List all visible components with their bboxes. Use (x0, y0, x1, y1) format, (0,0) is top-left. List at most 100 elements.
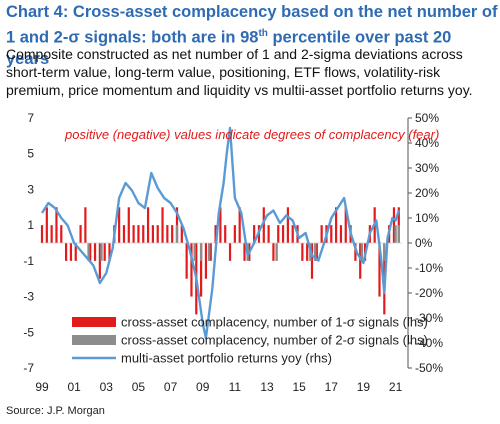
x-axis: 99 01 03 05 07 09 11 13 15 17 19 21 (35, 380, 402, 394)
sig1-bar (161, 207, 164, 243)
sig1-bar (228, 243, 232, 261)
sig1-bar (224, 225, 227, 243)
chart-subtitle: Composite constructed as net number of 1… (6, 46, 473, 98)
sig1-bar (209, 243, 212, 261)
sig1-bar (200, 243, 203, 297)
left-tick-label: 7 (27, 111, 34, 125)
sig2-bar (314, 243, 317, 261)
x-tick-label: 11 (229, 380, 242, 394)
x-tick-label: 21 (389, 380, 403, 394)
sig2-bar (383, 243, 386, 261)
x-tick-label: 01 (67, 380, 81, 394)
sig1-bar (233, 225, 236, 243)
sig1-bar (253, 225, 256, 243)
sig1-bar (344, 207, 347, 243)
sig1-bar (74, 243, 77, 261)
right-tick-label: -50% (415, 361, 443, 375)
right-tick-label: -10% (415, 261, 443, 275)
x-tick-label: 09 (196, 380, 210, 394)
sig1-bar (55, 207, 58, 243)
sig1-bar (65, 243, 68, 261)
sig2-bar (175, 225, 179, 243)
sig1-bar (60, 225, 63, 243)
x-tick-label: 99 (35, 380, 49, 394)
sig1-bar (142, 225, 145, 243)
left-tick-label: -7 (23, 361, 34, 375)
sig1-bar (122, 225, 126, 243)
sig1-bar (335, 207, 338, 243)
sig2-bar (100, 243, 103, 261)
sig1-bar (272, 243, 275, 261)
right-axis: 50% 40% 30% 20% 10% 0% -10% -20% -30% -40% -50% (407, 111, 443, 375)
sig1-bar (166, 225, 169, 243)
right-tick-label: 10% (415, 211, 439, 225)
sig1-bar (84, 207, 87, 243)
sig1-bar (50, 225, 53, 243)
sig1-bar (354, 243, 357, 261)
sig1-bar (79, 225, 82, 243)
left-axis: 7 5 3 1 -1 -3 -5 -7 (23, 111, 34, 375)
sig1-bar (392, 207, 396, 243)
sig1-bar (306, 243, 309, 261)
sig2-bar (360, 243, 364, 261)
sig1-bar (180, 225, 183, 243)
x-tick-label: 07 (164, 380, 178, 394)
sig1-bar (118, 207, 121, 243)
right-tick-label: -20% (415, 286, 443, 300)
x-tick-label: 13 (260, 380, 274, 394)
x-tick-label: 17 (325, 380, 339, 394)
sig1-bar (378, 243, 381, 297)
sig1-bar (238, 207, 241, 243)
sig1-bar (267, 225, 270, 243)
sig1-bar (45, 207, 48, 243)
chart-title-main: Chart 4: Cross-asset complacency based o… (6, 3, 498, 47)
sig1-bar (262, 207, 265, 243)
sig2-bar (207, 243, 211, 261)
sig1-bar (291, 225, 294, 243)
sig1-bar (151, 225, 154, 243)
sig1-bar (185, 243, 188, 279)
sig1-bar (137, 225, 140, 243)
sig1-bar (156, 225, 159, 243)
legend-label-sig1: cross-asset complacency, number of 1-σ s… (121, 315, 428, 330)
chart-title-superscript: th (258, 28, 268, 39)
left-tick-label: 1 (27, 218, 34, 232)
right-tick-label: -40% (415, 336, 443, 350)
sig1-bar (108, 243, 111, 261)
sig1-bar (339, 225, 343, 243)
source-note: Source: J.P. Morgan (6, 405, 105, 417)
returns-series-line (40, 126, 400, 340)
sig1-bar (171, 225, 174, 243)
sig1-bar (286, 207, 289, 243)
legend-swatch-sig2 (72, 335, 116, 345)
sig1-bar (243, 243, 246, 261)
sig2-bar (193, 243, 196, 261)
right-tick-label: 0% (415, 236, 433, 250)
sig1-bar (359, 243, 362, 279)
sig2-bar (199, 243, 203, 261)
sig1-bar (204, 243, 208, 279)
legend-label-returns: multi-asset portfolio returns yoy (rhs) (121, 351, 332, 366)
right-tick-label: 20% (415, 186, 439, 200)
sig2-bar (87, 243, 90, 261)
sig1-bar (40, 225, 44, 243)
legend-swatch-sig1 (72, 317, 116, 327)
x-tick-label: 15 (292, 380, 306, 394)
sig1-bar (219, 207, 222, 243)
sig1-bar (127, 207, 130, 243)
left-tick-label: 5 (27, 147, 34, 161)
sig1-bar (103, 243, 106, 261)
legend: cross-asset complacency, number of 1-σ s… (72, 315, 428, 366)
x-tick-label: 05 (132, 380, 146, 394)
sig1-bar (310, 243, 314, 279)
sig1-bar (330, 225, 333, 243)
sig2-bar (275, 243, 278, 261)
left-tick-label: -1 (23, 254, 34, 268)
right-tick-label: 40% (415, 136, 439, 150)
sig1-bar (315, 243, 318, 261)
x-tick-label: 03 (100, 380, 114, 394)
right-tick-label: -30% (415, 311, 443, 325)
sig2-bar (394, 225, 397, 243)
sig1-bar (89, 243, 92, 261)
